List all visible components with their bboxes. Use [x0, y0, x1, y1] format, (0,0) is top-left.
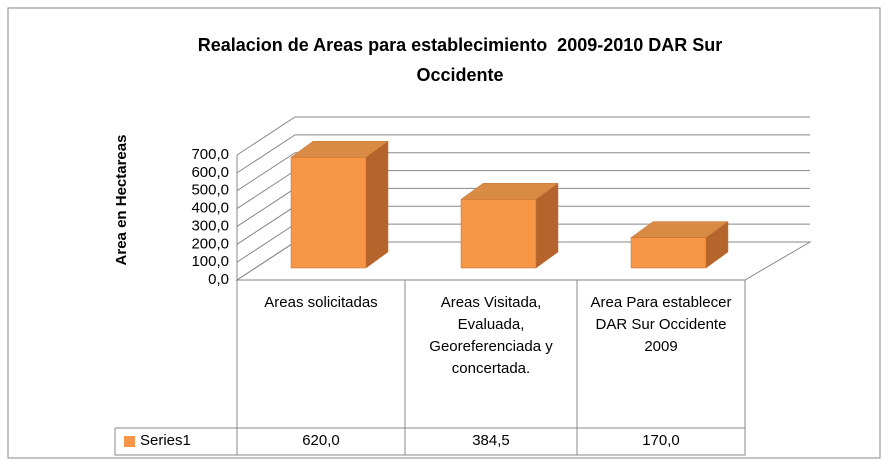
y-tick-label: 400,0 — [191, 200, 229, 217]
y-axis-label: Area en Hectareas — [113, 135, 130, 266]
category-label: Area Para establecer DAR Sur Occidente 2… — [590, 294, 732, 355]
legend-label: Series1 — [140, 432, 191, 449]
grid-line — [236, 134, 810, 174]
y-tick-label: 600,0 — [191, 164, 229, 181]
grid-line — [236, 152, 810, 192]
grid-line — [236, 116, 810, 156]
y-tick-label: 200,0 — [191, 235, 229, 252]
y-tick-label: 300,0 — [191, 217, 229, 234]
category-label: Areas solicitadas — [264, 294, 378, 311]
y-tick-label: 700,0 — [191, 146, 229, 163]
bar — [290, 140, 389, 269]
category-label: Areas Visitada, Evaluada, Georeferenciad… — [429, 294, 553, 377]
y-tick-label: 0,0 — [208, 271, 229, 288]
legend-swatch — [124, 436, 135, 447]
bar-front — [460, 199, 537, 269]
data-label: 384,5 — [472, 432, 510, 449]
chart-border — [7, 7, 881, 459]
chart-title: Realacion de Areas para establecimiento … — [198, 35, 723, 55]
y-tick-label: 100,0 — [191, 253, 229, 270]
bar — [630, 221, 729, 269]
bar-front — [290, 157, 367, 269]
bar-side — [365, 140, 389, 269]
chart-title: Occidente — [416, 65, 503, 85]
data-label: 620,0 — [302, 432, 340, 449]
bar-front — [630, 237, 707, 269]
y-tick-label: 500,0 — [191, 182, 229, 199]
data-label: 170,0 — [642, 432, 680, 449]
bar — [460, 182, 559, 269]
